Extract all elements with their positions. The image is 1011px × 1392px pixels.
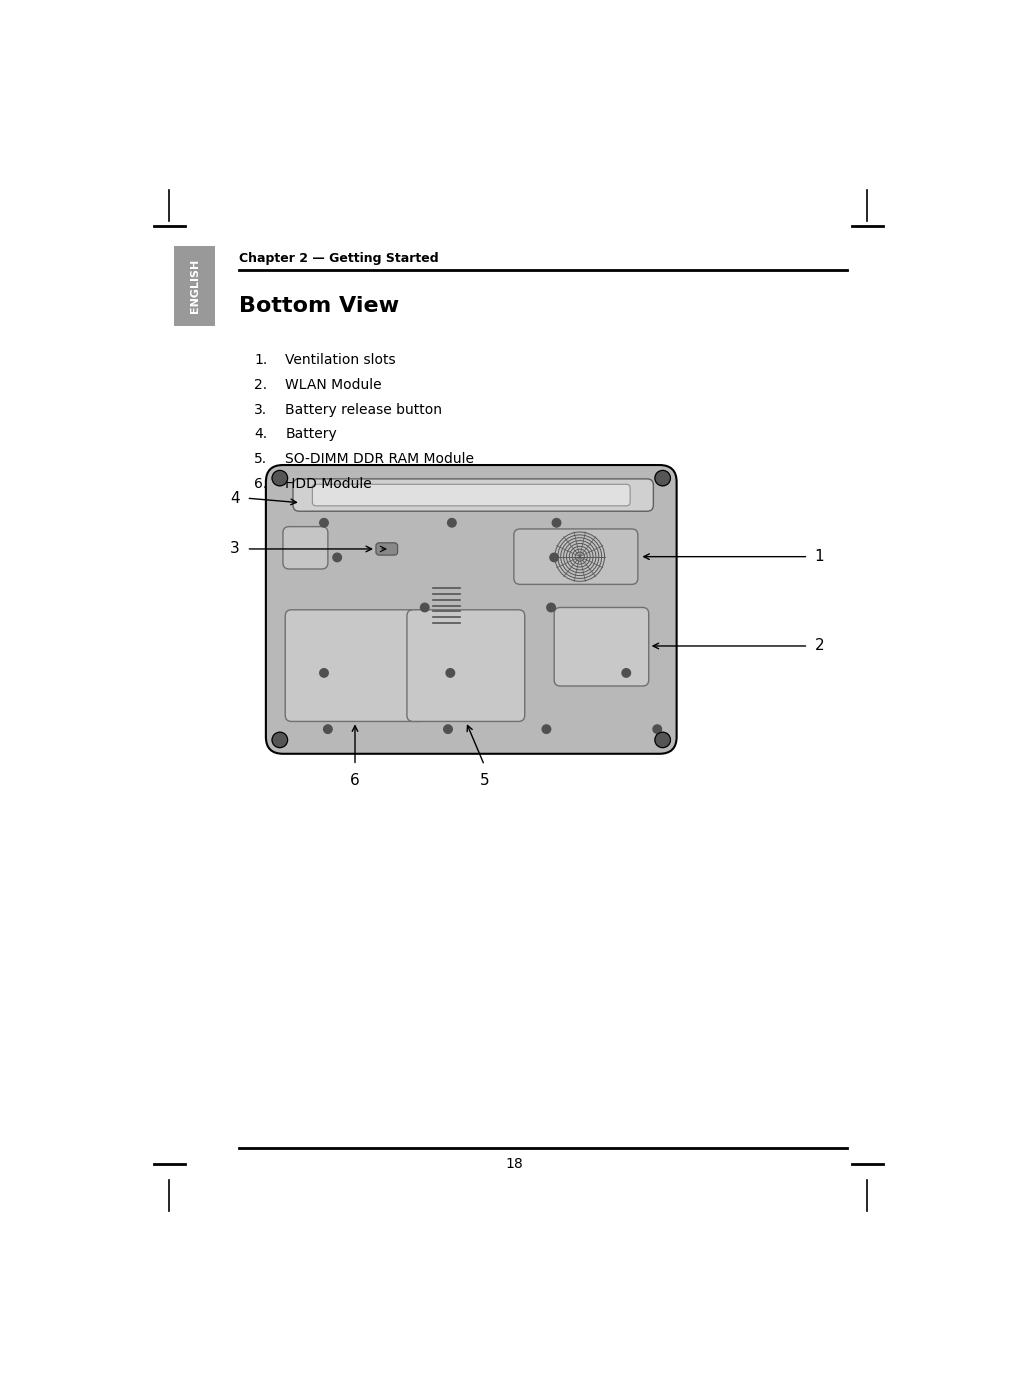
Circle shape xyxy=(655,732,670,748)
FancyBboxPatch shape xyxy=(406,610,525,721)
Circle shape xyxy=(319,668,329,677)
Circle shape xyxy=(324,725,333,734)
Text: 5: 5 xyxy=(479,773,489,788)
Text: Bottom View: Bottom View xyxy=(239,295,399,316)
Circle shape xyxy=(552,519,561,528)
Circle shape xyxy=(319,519,329,528)
Circle shape xyxy=(622,668,631,677)
Text: SO-DIMM DDR RAM Module: SO-DIMM DDR RAM Module xyxy=(285,452,474,466)
Circle shape xyxy=(272,732,287,748)
FancyBboxPatch shape xyxy=(283,526,328,569)
Text: 3: 3 xyxy=(229,541,240,557)
Text: 6.: 6. xyxy=(254,476,268,490)
Text: 4: 4 xyxy=(229,490,240,505)
Circle shape xyxy=(547,603,555,611)
Text: 6: 6 xyxy=(350,773,360,788)
Circle shape xyxy=(444,725,452,734)
Circle shape xyxy=(421,603,429,611)
Text: 2.: 2. xyxy=(254,379,267,393)
FancyBboxPatch shape xyxy=(376,543,397,555)
Text: 1: 1 xyxy=(815,550,824,564)
Text: 1.: 1. xyxy=(254,354,268,367)
Circle shape xyxy=(333,553,342,561)
Text: 3.: 3. xyxy=(254,402,267,416)
Circle shape xyxy=(272,470,287,486)
FancyBboxPatch shape xyxy=(554,607,649,686)
Text: Chapter 2 — Getting Started: Chapter 2 — Getting Started xyxy=(239,252,439,264)
FancyBboxPatch shape xyxy=(293,479,653,511)
Circle shape xyxy=(542,725,551,734)
Text: Ventilation slots: Ventilation slots xyxy=(285,354,396,367)
FancyBboxPatch shape xyxy=(175,245,214,327)
Text: 18: 18 xyxy=(506,1157,523,1171)
Circle shape xyxy=(653,725,661,734)
Circle shape xyxy=(550,553,558,561)
Circle shape xyxy=(655,470,670,486)
Text: 4.: 4. xyxy=(254,427,267,441)
Text: Battery: Battery xyxy=(285,427,337,441)
Circle shape xyxy=(448,519,456,528)
Text: ENGLISH: ENGLISH xyxy=(190,259,199,313)
Text: WLAN Module: WLAN Module xyxy=(285,379,382,393)
Text: 5.: 5. xyxy=(254,452,267,466)
Text: 2: 2 xyxy=(815,639,824,653)
Text: Battery release button: Battery release button xyxy=(285,402,442,416)
FancyBboxPatch shape xyxy=(266,465,676,754)
FancyBboxPatch shape xyxy=(514,529,638,585)
FancyBboxPatch shape xyxy=(285,610,427,721)
Circle shape xyxy=(446,668,455,677)
Text: HDD Module: HDD Module xyxy=(285,476,372,490)
FancyBboxPatch shape xyxy=(312,484,630,505)
